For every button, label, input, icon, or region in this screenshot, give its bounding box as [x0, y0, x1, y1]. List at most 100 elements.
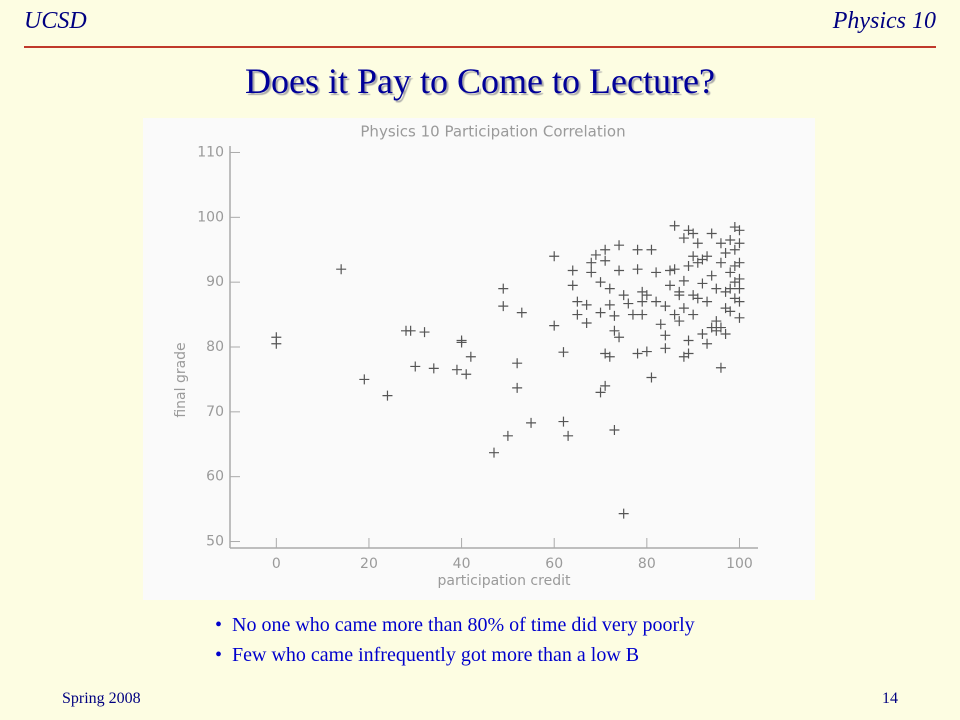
- point: [669, 220, 680, 231]
- point: [563, 430, 574, 441]
- point: [678, 275, 689, 286]
- point: [526, 417, 537, 428]
- chart: Physics 10 Participation Correlation par…: [173, 123, 758, 589]
- point: [567, 265, 578, 276]
- point: [567, 280, 578, 291]
- point: [692, 238, 703, 249]
- bullet: No one who came more than 80% of time di…: [215, 610, 695, 640]
- point: [641, 290, 652, 301]
- point: [502, 430, 513, 441]
- point: [725, 283, 736, 294]
- point: [336, 264, 347, 275]
- point: [720, 329, 731, 340]
- point: [512, 358, 523, 369]
- point: [614, 240, 625, 251]
- point: [271, 338, 282, 349]
- point: [678, 303, 689, 314]
- point: [632, 348, 643, 359]
- x-tick-label: 0: [272, 556, 281, 572]
- point: [428, 363, 439, 374]
- point: [734, 273, 745, 284]
- point: [456, 337, 467, 348]
- point: [632, 244, 643, 255]
- point: [646, 244, 657, 255]
- point: [734, 238, 745, 249]
- point: [688, 228, 699, 239]
- point: [600, 380, 611, 391]
- point: [702, 251, 713, 262]
- point: [734, 257, 745, 268]
- point: [600, 255, 611, 266]
- point: [614, 332, 625, 343]
- x-tick-label: 20: [360, 556, 378, 572]
- point: [572, 309, 583, 320]
- y-tick-label: 100: [197, 209, 224, 225]
- point: [715, 238, 726, 249]
- x-axis-label: participation credit: [438, 573, 571, 589]
- y-tick-label: 110: [197, 144, 224, 160]
- point: [655, 319, 666, 330]
- point: [614, 265, 625, 276]
- point: [604, 351, 615, 362]
- point: [702, 296, 713, 307]
- point: [646, 372, 657, 383]
- bullet-list: No one who came more than 80% of time di…: [215, 610, 695, 670]
- point: [410, 361, 421, 372]
- point: [623, 298, 634, 309]
- point: [697, 329, 708, 340]
- point: [382, 390, 393, 401]
- point: [632, 264, 643, 275]
- point: [465, 351, 476, 362]
- x-tick-label: 100: [726, 556, 753, 572]
- point: [461, 369, 472, 380]
- point: [678, 233, 689, 244]
- point: [669, 264, 680, 275]
- plot-image: Physics 10 Participation Correlation par…: [143, 118, 815, 600]
- point: [720, 247, 731, 258]
- point: [581, 299, 592, 310]
- point: [683, 335, 694, 346]
- point: [405, 325, 416, 336]
- point: [725, 235, 736, 246]
- point: [702, 338, 713, 349]
- point: [725, 306, 736, 317]
- x-tick-label: 80: [638, 556, 656, 572]
- point: [572, 296, 583, 307]
- point: [618, 508, 629, 519]
- slide-title: Does it Pay to Come to Lecture?: [245, 61, 715, 101]
- point: [674, 316, 685, 327]
- point: [711, 316, 722, 327]
- point: [451, 364, 462, 375]
- point: [498, 301, 509, 312]
- point: [586, 257, 597, 268]
- point: [498, 283, 509, 294]
- point: [637, 296, 648, 307]
- point: [706, 270, 717, 281]
- point: [549, 320, 560, 331]
- point: [581, 318, 592, 329]
- point: [734, 312, 745, 323]
- point: [734, 225, 745, 236]
- point: [489, 447, 499, 458]
- point: [674, 286, 685, 297]
- point: [516, 307, 527, 318]
- point: [725, 267, 736, 278]
- point: [651, 296, 662, 307]
- point: [609, 424, 620, 435]
- y-tick-label: 90: [206, 274, 224, 290]
- point: [641, 346, 652, 357]
- point: [651, 267, 662, 278]
- point: [595, 387, 606, 398]
- point: [729, 244, 740, 255]
- point: [558, 416, 569, 427]
- x-tick-label: 40: [453, 556, 471, 572]
- point: [734, 283, 745, 294]
- y-tick-label: 80: [206, 339, 224, 355]
- point: [604, 299, 615, 310]
- y-axis-label: final grade: [173, 342, 189, 417]
- point: [595, 277, 606, 288]
- point: [711, 283, 722, 294]
- point: [637, 309, 648, 320]
- chart-title: Physics 10 Participation Correlation: [360, 123, 625, 141]
- point: [665, 265, 675, 276]
